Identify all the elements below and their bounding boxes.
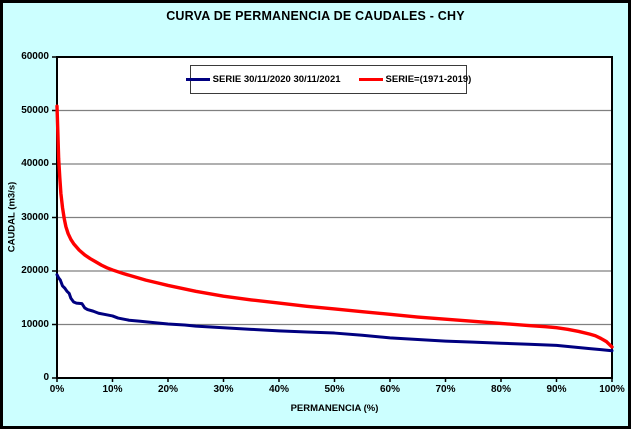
x-tick-label: 50% <box>324 384 345 395</box>
legend: SERIE 30/11/2020 30/11/2021 SERIE=(1971-… <box>185 65 471 94</box>
y-tick-label: 30000 <box>21 211 49 223</box>
y-axis-title: CAUDAL (m3/s) <box>6 181 18 253</box>
chart-title: CURVA DE PERMANENCIA DE CAUDALES - CHY <box>166 9 465 23</box>
y-tick-label: 10000 <box>21 318 49 330</box>
x-tick-label: 30% <box>213 384 234 395</box>
x-tick-label: 60% <box>379 384 400 395</box>
red-line-swatch-icon <box>358 78 383 81</box>
x-tick-label: 20% <box>157 384 178 395</box>
y-tick-label: 50000 <box>21 104 49 116</box>
x-tick-label: 100% <box>599 384 625 395</box>
x-tick-label: 40% <box>268 384 289 395</box>
y-tick-label: 60000 <box>21 51 49 62</box>
y-tick-label: 40000 <box>21 158 49 169</box>
x-tick-label: 90% <box>546 384 567 395</box>
x-axis-title: PERMANENCIA (%) <box>290 403 379 414</box>
x-tick-label: 0% <box>49 384 65 395</box>
blue-line-swatch-icon <box>185 78 210 81</box>
y-tick-label: 0 <box>43 372 49 383</box>
legend-label: SERIE=(1971-2019) <box>385 74 472 85</box>
legend-entry-serie-2020-2021: SERIE 30/11/2020 30/11/2021 <box>185 74 341 85</box>
y-tick-label: 20000 <box>21 265 49 276</box>
x-tick-label: 10% <box>102 384 123 395</box>
x-tick-label: 80% <box>490 384 511 395</box>
legend-entry-serie-1971-2019: SERIE=(1971-2019) <box>358 74 472 85</box>
legend-label: SERIE 30/11/2020 30/11/2021 <box>212 74 341 85</box>
x-tick-label: 70% <box>435 384 456 395</box>
